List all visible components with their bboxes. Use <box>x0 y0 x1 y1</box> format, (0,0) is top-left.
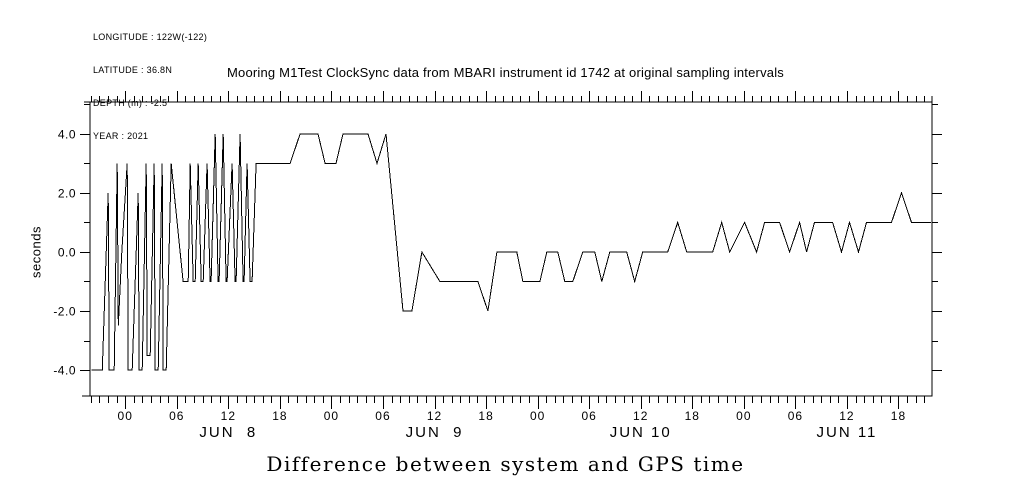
x-tick-label: 12 <box>839 409 854 423</box>
x-tick-label: 06 <box>375 409 390 423</box>
latitude-label: LATITUDE : 36.8N <box>93 65 173 75</box>
x-tick-label: 18 <box>478 409 493 423</box>
x-tick-label: 00 <box>530 409 545 423</box>
y-tick-label: -4.0 <box>53 364 76 378</box>
depth-label: DEPTH (m) : -2.5 <box>93 98 168 108</box>
bottom-title: Difference between system and GPS time <box>266 452 745 476</box>
x-tick-label: 12 <box>633 409 648 423</box>
x-tick-label: 00 <box>736 409 751 423</box>
data-polyline <box>91 133 932 371</box>
x-tick-label: 18 <box>685 409 700 423</box>
plot-title: Mooring M1Test ClockSync data from MBARI… <box>226 65 784 80</box>
x-tick-label: 00 <box>118 409 133 423</box>
y-tick-label: 4.0 <box>58 128 76 142</box>
longitude-label: LONGITUDE : 122W(-122) <box>93 32 208 42</box>
x-tick-label: 00 <box>324 409 339 423</box>
x-tick-label: 18 <box>272 409 287 423</box>
x-tick-label: 06 <box>169 409 184 423</box>
x-tick-label: 06 <box>788 409 803 423</box>
date-label: JUN 11 <box>816 424 877 441</box>
date-label: JUN 9 <box>406 424 464 441</box>
x-tick-label: 06 <box>582 409 597 423</box>
x-tick-label: 12 <box>427 409 442 423</box>
date-label: JUN 8 <box>199 424 257 441</box>
y-tick-label: 0.0 <box>58 246 76 260</box>
x-tick-label: 12 <box>221 409 236 423</box>
y-tick-label: -2.0 <box>53 305 76 319</box>
date-label: JUN 10 <box>610 424 672 441</box>
y-tick-label: 2.0 <box>58 187 76 201</box>
metadata-block: LONGITUDE : 122W(-122) LATITUDE : 36.8N … <box>93 10 207 164</box>
x-tick-label: 18 <box>891 409 906 423</box>
plot-border <box>89 101 933 397</box>
year-label: YEAR : 2021 <box>93 131 149 141</box>
